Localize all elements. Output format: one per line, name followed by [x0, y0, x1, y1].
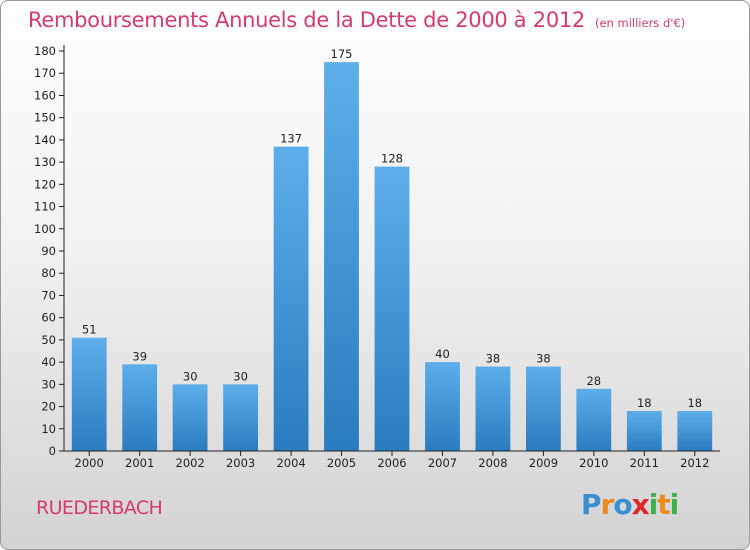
x-tick-label-2001: 2001 [125, 456, 154, 470]
bar-2006 [374, 166, 410, 451]
value-label-2006: 128 [381, 152, 403, 166]
value-label-2010: 28 [586, 374, 601, 388]
x-tick-label-2000: 2000 [75, 456, 104, 470]
y-tick-label-110: 110 [34, 200, 56, 214]
bar-2001 [122, 364, 158, 451]
value-label-2008: 38 [486, 352, 501, 366]
y-tick-label-0: 0 [49, 444, 56, 458]
x-tick-label-2007: 2007 [428, 456, 457, 470]
x-tick-label-2012: 2012 [680, 456, 709, 470]
y-tick-label-140: 140 [34, 133, 56, 147]
chart-title: Remboursements Annuels de la Dette de 20… [28, 8, 685, 32]
y-tick-label-10: 10 [41, 422, 56, 436]
y-tick-label-30: 30 [41, 377, 56, 391]
bar-2002 [172, 384, 208, 451]
value-label-2000: 51 [82, 323, 97, 337]
bar-2000 [71, 337, 107, 451]
y-tick-label-80: 80 [41, 266, 56, 280]
x-tick-label-2005: 2005 [327, 456, 356, 470]
x-tick-label-2004: 2004 [276, 456, 305, 470]
value-label-2012: 18 [687, 396, 702, 410]
y-tick-label-180: 180 [34, 44, 56, 58]
y-tick-label-160: 160 [34, 88, 56, 102]
x-tick-label-2009: 2009 [529, 456, 558, 470]
bar-2010 [576, 388, 612, 451]
commune-name: RUEDERBACH [36, 497, 163, 519]
value-label-2007: 40 [435, 347, 450, 361]
bar-2004 [273, 146, 309, 451]
logo-letter-3: x [631, 488, 650, 521]
y-tick-label-130: 130 [34, 155, 56, 169]
x-tick-label-2006: 2006 [377, 456, 406, 470]
y-tick-label-50: 50 [41, 333, 56, 347]
y-tick-label-40: 40 [41, 355, 56, 369]
bar-2012 [677, 411, 713, 451]
y-tick-label-90: 90 [41, 244, 56, 258]
y-tick-label-150: 150 [34, 111, 56, 125]
bar-2007 [425, 362, 460, 451]
x-tick-label-2003: 2003 [226, 456, 255, 470]
x-tick-label-2008: 2008 [478, 456, 507, 470]
logo-letter-2: o [613, 488, 632, 521]
value-label-2002: 30 [183, 369, 198, 383]
proxiti-logo: Proxiti [581, 488, 680, 521]
y-tick-label-70: 70 [41, 288, 56, 302]
bar-2008 [475, 366, 511, 451]
y-tick-label-60: 60 [41, 311, 56, 325]
logo-letter-5: t [657, 488, 670, 521]
y-tick-label-170: 170 [34, 66, 56, 80]
y-tick-label-100: 100 [34, 222, 56, 236]
value-label-2011: 18 [637, 396, 652, 410]
bar-2011 [626, 411, 662, 451]
bar-2005 [324, 62, 359, 451]
logo-letter-1: r [600, 488, 615, 521]
bar-2003 [223, 384, 258, 451]
value-label-2004: 137 [280, 132, 302, 146]
bar-2009 [526, 366, 561, 451]
x-tick-label-2002: 2002 [176, 456, 205, 470]
value-label-2005: 175 [331, 47, 353, 61]
y-tick-label-120: 120 [34, 177, 56, 191]
logo-letter-0: P [581, 488, 602, 521]
y-tick-label-20: 20 [41, 400, 56, 414]
value-label-2003: 30 [233, 369, 248, 383]
chart-subtitle: (en milliers d'€) [595, 16, 686, 30]
x-tick-label-2011: 2011 [630, 456, 659, 470]
logo-letter-4: i [648, 488, 659, 521]
value-label-2009: 38 [536, 352, 551, 366]
chart-title-text: Remboursements Annuels de la Dette de 20… [28, 8, 585, 32]
value-label-2001: 39 [132, 349, 147, 363]
logo-letter-6: i [669, 488, 680, 521]
x-tick-label-2010: 2010 [579, 456, 608, 470]
